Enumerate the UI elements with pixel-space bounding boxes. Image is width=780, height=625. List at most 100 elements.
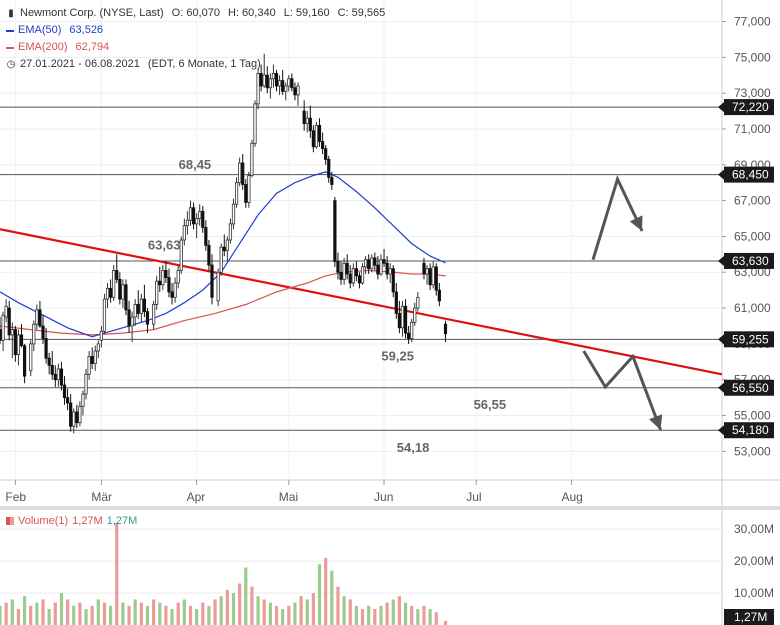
candle-body[interactable] xyxy=(32,323,36,345)
candle-body[interactable] xyxy=(364,259,368,268)
candle-body[interactable] xyxy=(238,162,242,184)
candle-body[interactable] xyxy=(112,270,116,298)
candle-body[interactable] xyxy=(53,373,57,381)
candle-body[interactable] xyxy=(342,262,346,280)
candle-body[interactable] xyxy=(22,345,27,377)
candle-body[interactable] xyxy=(4,305,8,318)
candle-body[interactable] xyxy=(35,309,39,325)
time-axis[interactable]: Feb Mär Apr Mai Jun Jul Aug xyxy=(5,480,583,504)
candle-body[interactable] xyxy=(290,78,294,89)
candle-body[interactable] xyxy=(410,321,414,339)
candle-body[interactable] xyxy=(78,406,82,424)
candle-body[interactable] xyxy=(198,210,202,219)
candle-body[interactable] xyxy=(44,338,48,359)
candle-body[interactable] xyxy=(41,325,45,339)
candle-body[interactable] xyxy=(256,73,260,105)
candle-body[interactable] xyxy=(207,244,211,266)
candle-body[interactable] xyxy=(195,218,199,225)
candle-body[interactable] xyxy=(339,271,343,280)
candle-body[interactable] xyxy=(87,356,91,375)
candle-body[interactable] xyxy=(164,270,168,279)
candle-body[interactable] xyxy=(69,402,73,427)
candle-body[interactable] xyxy=(210,264,214,298)
candle-body[interactable] xyxy=(109,287,113,298)
candle-body[interactable] xyxy=(84,373,88,395)
candle-body[interactable] xyxy=(231,203,236,225)
candle-body[interactable] xyxy=(225,239,229,252)
candle-body[interactable] xyxy=(284,85,288,92)
candle-body[interactable] xyxy=(102,298,107,332)
candle-body[interactable] xyxy=(431,266,435,286)
candle-body[interactable] xyxy=(29,343,33,372)
candle-body[interactable] xyxy=(93,350,97,364)
candle-body[interactable] xyxy=(96,343,100,352)
candle-body[interactable] xyxy=(124,284,128,311)
candle-body[interactable] xyxy=(351,268,355,284)
candle-body[interactable] xyxy=(425,268,429,275)
candle-body[interactable] xyxy=(296,85,300,96)
candle-body[interactable] xyxy=(188,207,193,221)
candle-body[interactable] xyxy=(241,162,245,185)
candle-body[interactable] xyxy=(161,270,165,286)
candle-body[interactable] xyxy=(136,304,140,314)
candle-body[interactable] xyxy=(422,262,426,275)
candle-body[interactable] xyxy=(105,287,110,300)
candle-body[interactable] xyxy=(314,124,319,148)
candle-body[interactable] xyxy=(216,271,220,302)
candle-body[interactable] xyxy=(250,142,254,176)
candle-body[interactable] xyxy=(201,210,205,228)
candle-body[interactable] xyxy=(47,357,51,366)
candle-body[interactable] xyxy=(72,411,76,427)
candle-body[interactable] xyxy=(293,87,297,96)
candle-body[interactable] xyxy=(127,309,131,327)
candle-body[interactable] xyxy=(382,259,386,264)
candle-body[interactable] xyxy=(38,309,42,327)
candle-body[interactable] xyxy=(19,334,24,347)
candle-body[interactable] xyxy=(311,130,315,148)
candle-body[interactable] xyxy=(262,74,266,87)
candlesticks[interactable] xyxy=(0,53,448,434)
candle-body[interactable] xyxy=(121,284,125,300)
candle-body[interactable] xyxy=(367,259,371,270)
candle-body[interactable] xyxy=(379,259,383,275)
candle-body[interactable] xyxy=(142,298,146,313)
candle-body[interactable] xyxy=(385,262,389,275)
candle-body[interactable] xyxy=(333,200,337,262)
candle-body[interactable] xyxy=(443,323,448,335)
candle-body[interactable] xyxy=(324,148,328,160)
candle-body[interactable] xyxy=(373,257,377,266)
candle-body[interactable] xyxy=(191,207,196,225)
candle-body[interactable] xyxy=(281,80,285,92)
candle-body[interactable] xyxy=(370,257,374,270)
candle-body[interactable] xyxy=(158,280,162,286)
candle-body[interactable] xyxy=(437,289,441,302)
candle-body[interactable] xyxy=(118,279,122,300)
candle-body[interactable] xyxy=(330,176,334,185)
candle-body[interactable] xyxy=(348,273,352,284)
candle-body[interactable] xyxy=(185,219,190,227)
candle-body[interactable] xyxy=(130,316,134,327)
candle-body[interactable] xyxy=(397,313,402,329)
candle-body[interactable] xyxy=(90,356,94,364)
candle-body[interactable] xyxy=(357,275,362,284)
candle-body[interactable] xyxy=(320,141,325,150)
candle-body[interactable] xyxy=(75,411,79,424)
candle-body[interactable] xyxy=(222,246,226,252)
candle-body[interactable] xyxy=(413,307,417,323)
candle-body[interactable] xyxy=(308,117,312,132)
candle-body[interactable] xyxy=(13,329,17,356)
candle-body[interactable] xyxy=(244,184,248,203)
candle-body[interactable] xyxy=(428,268,432,286)
candle-body[interactable] xyxy=(305,117,309,124)
candle-body[interactable] xyxy=(16,334,21,356)
candle-body[interactable] xyxy=(434,266,438,291)
candle-body[interactable] xyxy=(277,80,282,87)
candle-body[interactable] xyxy=(354,268,358,277)
candle-body[interactable] xyxy=(1,314,5,341)
candle-body[interactable] xyxy=(59,368,64,386)
candle-body[interactable] xyxy=(167,277,171,293)
candle-body[interactable] xyxy=(336,261,340,273)
candle-body[interactable] xyxy=(317,124,322,142)
candle-body[interactable] xyxy=(274,73,279,87)
